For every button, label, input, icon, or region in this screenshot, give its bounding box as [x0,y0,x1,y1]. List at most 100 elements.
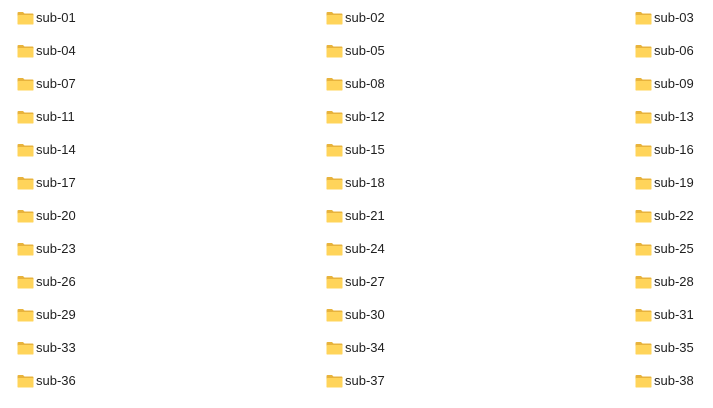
folder-icon [326,110,343,124]
folder-item[interactable]: sub-03 [635,7,694,29]
folder-item[interactable]: sub-15 [326,139,385,161]
folder-icon [17,242,34,256]
folder-item[interactable]: sub-08 [326,73,385,95]
folder-item[interactable]: sub-28 [635,271,694,293]
folder-icon [326,176,343,190]
folder-label: sub-28 [654,274,694,289]
folder-icon [635,341,652,355]
folder-icon [635,308,652,322]
folder-label: sub-16 [654,142,694,157]
folder-item[interactable]: sub-12 [326,106,385,128]
folder-item[interactable]: sub-36 [17,370,76,392]
folder-icon [17,110,34,124]
folder-label: sub-02 [345,10,385,25]
folder-label: sub-22 [654,208,694,223]
folder-icon [17,44,34,58]
folder-icon [326,275,343,289]
folder-item[interactable]: sub-26 [17,271,76,293]
folder-icon [326,44,343,58]
folder-label: sub-03 [654,10,694,25]
folder-item[interactable]: sub-24 [326,238,385,260]
folder-icon [17,11,34,25]
folder-item[interactable]: sub-17 [17,172,76,194]
folder-icon [635,209,652,223]
folder-item[interactable]: sub-34 [326,337,385,359]
folder-item[interactable]: sub-02 [326,7,385,29]
folder-icon [635,374,652,388]
folder-label: sub-23 [36,241,76,256]
folder-icon [17,143,34,157]
folder-icon [17,176,34,190]
folder-item[interactable]: sub-25 [635,238,694,260]
folder-item[interactable]: sub-01 [17,7,76,29]
folder-icon [326,308,343,322]
folder-item[interactable]: sub-33 [17,337,76,359]
folder-icon [635,143,652,157]
folder-icon [635,44,652,58]
folder-item[interactable]: sub-30 [326,304,385,326]
folder-icon [635,11,652,25]
folder-label: sub-15 [345,142,385,157]
folder-label: sub-38 [654,373,694,388]
folder-label: sub-12 [345,109,385,124]
folder-label: sub-14 [36,142,76,157]
folder-icon [326,374,343,388]
folder-icon [635,176,652,190]
folder-item[interactable]: sub-27 [326,271,385,293]
folder-item[interactable]: sub-38 [635,370,694,392]
folder-label: sub-24 [345,241,385,256]
folder-label: sub-31 [654,307,694,322]
folder-item[interactable]: sub-06 [635,40,694,62]
folder-item[interactable]: sub-29 [17,304,76,326]
folder-item[interactable]: sub-35 [635,337,694,359]
folder-item[interactable]: sub-09 [635,73,694,95]
folder-label: sub-29 [36,307,76,322]
folder-icon [326,341,343,355]
folder-item[interactable]: sub-11 [17,106,75,128]
folder-icon [635,77,652,91]
folder-label: sub-18 [345,175,385,190]
folder-label: sub-34 [345,340,385,355]
folder-icon [635,110,652,124]
folder-icon [635,275,652,289]
folder-label: sub-21 [345,208,385,223]
folder-item[interactable]: sub-22 [635,205,694,227]
folder-item[interactable]: sub-37 [326,370,385,392]
folder-label: sub-25 [654,241,694,256]
folder-label: sub-11 [36,109,75,124]
folder-icon [326,77,343,91]
folder-icon [17,341,34,355]
folder-label: sub-13 [654,109,694,124]
folder-label: sub-17 [36,175,76,190]
folder-label: sub-08 [345,76,385,91]
folder-icon [635,242,652,256]
folder-label: sub-35 [654,340,694,355]
folder-label: sub-30 [345,307,385,322]
folder-label: sub-20 [36,208,76,223]
folder-label: sub-33 [36,340,76,355]
folder-item[interactable]: sub-14 [17,139,76,161]
folder-item[interactable]: sub-13 [635,106,694,128]
folder-item[interactable]: sub-23 [17,238,76,260]
folder-label: sub-26 [36,274,76,289]
folder-label: sub-04 [36,43,76,58]
folder-label: sub-19 [654,175,694,190]
folder-label: sub-06 [654,43,694,58]
folder-item[interactable]: sub-21 [326,205,385,227]
folder-label: sub-01 [36,10,76,25]
folder-item[interactable]: sub-19 [635,172,694,194]
folder-item[interactable]: sub-18 [326,172,385,194]
folder-label: sub-27 [345,274,385,289]
folder-icon [17,308,34,322]
folder-item[interactable]: sub-07 [17,73,76,95]
folder-icon [326,143,343,157]
folder-item[interactable]: sub-16 [635,139,694,161]
folder-item[interactable]: sub-31 [635,304,694,326]
folder-item[interactable]: sub-20 [17,205,76,227]
folder-item[interactable]: sub-04 [17,40,76,62]
folder-icon [17,209,34,223]
folder-label: sub-05 [345,43,385,58]
folder-label: sub-37 [345,373,385,388]
folder-item[interactable]: sub-05 [326,40,385,62]
